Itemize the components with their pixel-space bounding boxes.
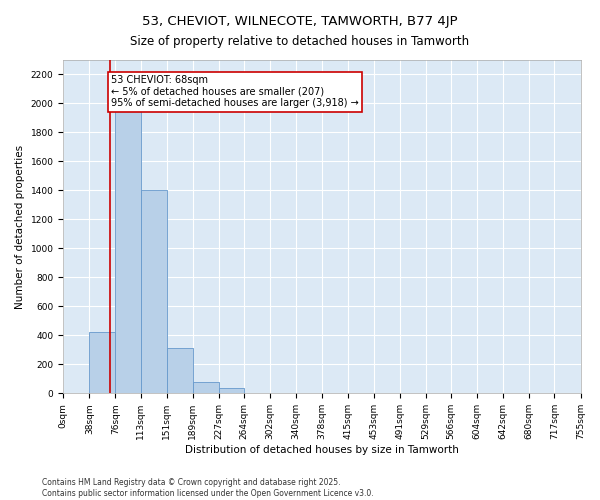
Bar bbox=[63, 392, 89, 394]
Bar bbox=[115, 100, 140, 394]
X-axis label: Distribution of detached houses by size in Tamworth: Distribution of detached houses by size … bbox=[185, 445, 459, 455]
Bar bbox=[89, 332, 115, 394]
Bar bbox=[140, 190, 167, 394]
Bar bbox=[219, 388, 244, 394]
Text: 53 CHEVIOT: 68sqm
← 5% of detached houses are smaller (207)
95% of semi-detached: 53 CHEVIOT: 68sqm ← 5% of detached house… bbox=[111, 75, 359, 108]
Bar bbox=[244, 392, 270, 394]
Text: Size of property relative to detached houses in Tamworth: Size of property relative to detached ho… bbox=[130, 35, 470, 48]
Bar bbox=[167, 348, 193, 394]
Y-axis label: Number of detached properties: Number of detached properties bbox=[15, 144, 25, 308]
Bar bbox=[193, 382, 219, 394]
Text: 53, CHEVIOT, WILNECOTE, TAMWORTH, B77 4JP: 53, CHEVIOT, WILNECOTE, TAMWORTH, B77 4J… bbox=[142, 15, 458, 28]
Text: Contains HM Land Registry data © Crown copyright and database right 2025.
Contai: Contains HM Land Registry data © Crown c… bbox=[42, 478, 374, 498]
